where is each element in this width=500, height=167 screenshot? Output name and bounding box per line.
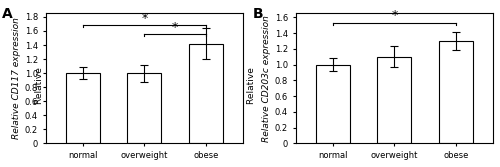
Y-axis label: Relative CD203c expression: Relative CD203c expression	[262, 15, 270, 142]
Bar	[316, 65, 350, 143]
Text: A: A	[2, 7, 13, 21]
Bar	[66, 73, 100, 143]
Text: Relative: Relative	[36, 64, 44, 104]
Text: B: B	[252, 7, 263, 21]
Bar	[378, 57, 412, 143]
Text: *: *	[142, 12, 148, 25]
Text: Relative: Relative	[247, 64, 256, 104]
Bar	[439, 41, 473, 143]
Y-axis label: Relative CD117 expression: Relative CD117 expression	[12, 18, 20, 139]
Text: *: *	[391, 9, 398, 22]
Bar	[189, 44, 223, 143]
Text: *: *	[172, 21, 178, 34]
Bar	[128, 73, 162, 143]
